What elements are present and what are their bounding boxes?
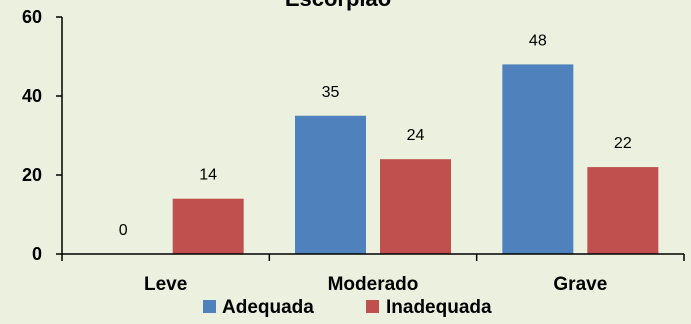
plot-area: 0 14 35 24 48 22 <box>119 32 659 255</box>
bar-inadequada-moderado <box>380 159 451 254</box>
legend-label: Adequada <box>222 297 314 318</box>
data-label: 22 <box>614 135 632 152</box>
chart-title: Escorpião <box>285 0 391 11</box>
data-label: 48 <box>529 32 547 49</box>
legend-label: Inadequada <box>386 297 492 318</box>
legend: Adequada Inadequada <box>203 297 492 318</box>
legend-swatch-adequada <box>203 300 216 313</box>
y-tick-label: 0 <box>32 244 42 264</box>
x-axis: Leve Moderado Grave <box>61 253 685 295</box>
data-label: 24 <box>407 127 425 144</box>
data-label: 35 <box>322 84 340 101</box>
y-tick-label: 20 <box>22 165 42 185</box>
bar-adequada-grave <box>502 64 574 255</box>
y-tick-label: 60 <box>22 7 42 27</box>
legend-swatch-inadequada <box>366 300 379 313</box>
y-tick-label: 40 <box>22 86 42 106</box>
x-tick-label: Grave <box>553 274 607 295</box>
data-label: 0 <box>119 222 128 239</box>
y-axis: 0 20 40 60 <box>22 7 63 264</box>
bar-adequada-moderado <box>295 115 366 254</box>
data-label: 14 <box>199 167 217 184</box>
x-tick-label: Leve <box>144 274 187 295</box>
x-tick-label: Moderado <box>328 274 419 295</box>
bar-inadequada-leve <box>172 198 244 254</box>
bar-inadequada-grave <box>587 167 659 254</box>
